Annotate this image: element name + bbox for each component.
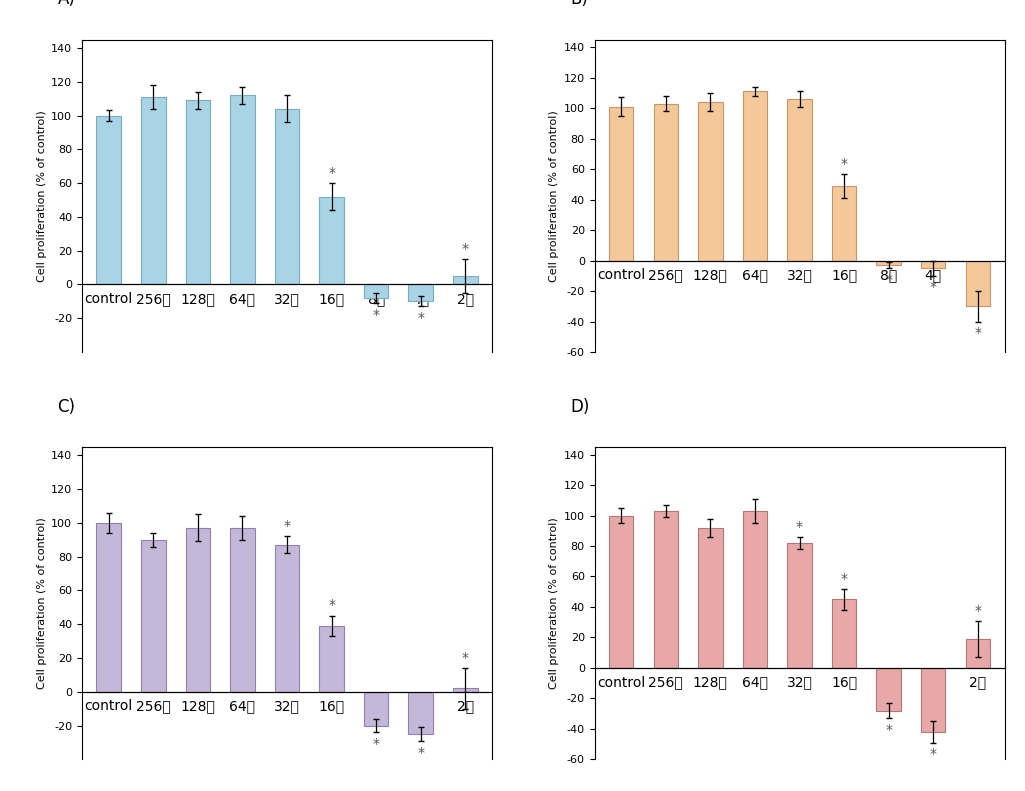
- Bar: [186, 528, 210, 692]
- Bar: [743, 511, 767, 668]
- Bar: [186, 100, 210, 285]
- Bar: [698, 102, 723, 260]
- Bar: [787, 99, 812, 260]
- Text: *: *: [930, 280, 937, 294]
- Bar: [654, 104, 679, 260]
- Bar: [698, 528, 723, 668]
- Text: *: *: [840, 572, 848, 585]
- Text: *: *: [974, 326, 981, 340]
- Bar: [654, 511, 679, 668]
- Text: *: *: [930, 747, 937, 761]
- Text: *: *: [461, 242, 468, 255]
- Bar: [966, 260, 990, 306]
- Bar: [453, 688, 478, 692]
- Bar: [408, 285, 433, 301]
- Text: *: *: [840, 157, 848, 171]
- Bar: [96, 523, 121, 692]
- Y-axis label: Cell proliferation (% of control): Cell proliferation (% of control): [37, 517, 47, 689]
- Y-axis label: Cell proliferation (% of control): Cell proliferation (% of control): [549, 110, 560, 282]
- Bar: [141, 539, 166, 692]
- Bar: [408, 692, 433, 734]
- Text: *: *: [417, 312, 424, 325]
- Text: B): B): [570, 0, 587, 8]
- Bar: [920, 668, 945, 732]
- Bar: [275, 109, 299, 285]
- Bar: [609, 107, 633, 260]
- Bar: [787, 543, 812, 668]
- Text: *: *: [328, 166, 335, 180]
- Y-axis label: Cell proliferation (% of control): Cell proliferation (% of control): [549, 517, 560, 689]
- Text: *: *: [796, 520, 803, 534]
- Bar: [320, 626, 343, 692]
- Text: D): D): [570, 398, 589, 416]
- Bar: [453, 276, 478, 285]
- Text: *: *: [886, 273, 892, 287]
- Bar: [231, 95, 254, 285]
- Bar: [320, 197, 343, 285]
- Text: *: *: [328, 599, 335, 612]
- Text: *: *: [886, 723, 892, 736]
- Bar: [364, 285, 388, 298]
- Bar: [966, 639, 990, 668]
- Bar: [832, 600, 856, 668]
- Bar: [743, 92, 767, 260]
- Bar: [364, 692, 388, 725]
- Bar: [876, 668, 901, 710]
- Bar: [920, 260, 945, 268]
- Text: *: *: [284, 519, 290, 533]
- Bar: [832, 186, 856, 260]
- Text: *: *: [373, 308, 379, 322]
- Bar: [231, 528, 254, 692]
- Bar: [96, 115, 121, 285]
- Bar: [876, 260, 901, 265]
- Text: A): A): [57, 0, 75, 8]
- Bar: [609, 516, 633, 668]
- Text: C): C): [57, 398, 76, 416]
- Bar: [141, 97, 166, 285]
- Text: *: *: [974, 604, 981, 618]
- Bar: [275, 545, 299, 692]
- Text: *: *: [461, 651, 468, 664]
- Y-axis label: Cell proliferation (% of control): Cell proliferation (% of control): [37, 110, 47, 282]
- Text: *: *: [417, 746, 424, 760]
- Text: *: *: [373, 737, 379, 751]
